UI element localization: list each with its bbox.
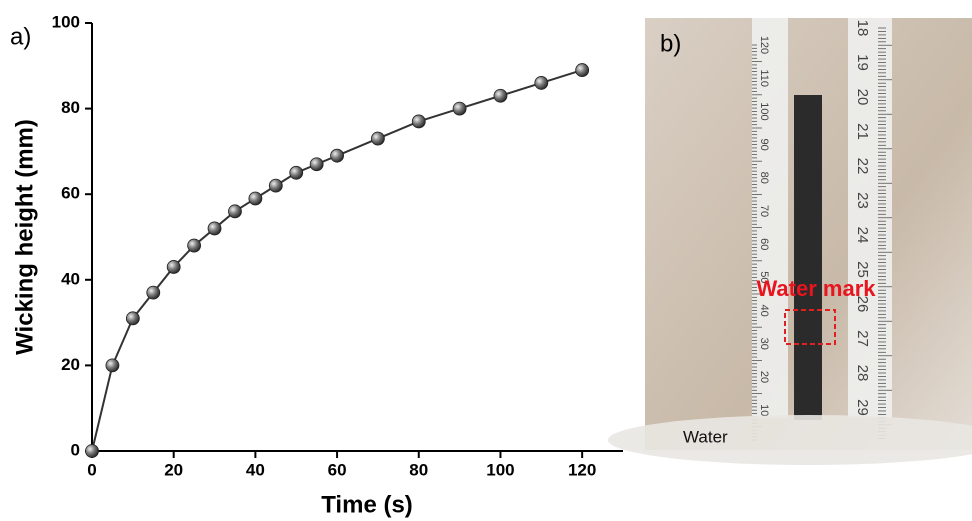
- photo: 18 19 20 21 22 23 24 25 26 27 28 29 120 110 100 90 80 70 6…: [608, 18, 972, 465]
- data-line: [91, 69, 583, 452]
- ruler-label: 27: [854, 330, 871, 347]
- ruler-label: 24: [854, 227, 871, 244]
- y-tick-label: 60: [61, 184, 80, 203]
- ruler-label: 70: [758, 205, 770, 217]
- x-tick-label: 100: [486, 460, 514, 479]
- x-tick-label: 0: [87, 460, 96, 479]
- ruler-label: 21: [854, 123, 871, 140]
- ruler-label: 60: [758, 238, 770, 250]
- plot-area: 0 20 40 60 80 100 0 20 40 60 80 100 120: [52, 12, 623, 479]
- y-axis-label: Wicking height (mm): [11, 119, 38, 355]
- ruler-label: 28: [854, 365, 871, 382]
- y-tick-label: 0: [71, 440, 80, 459]
- water-dish: [608, 415, 972, 465]
- x-tick-label: 20: [164, 460, 183, 479]
- data-point: [248, 191, 263, 206]
- ruler-label: 40: [758, 304, 770, 316]
- data-point: [493, 88, 508, 103]
- data-point: [105, 358, 120, 373]
- data-point: [575, 63, 590, 77]
- data-point: [452, 101, 467, 116]
- x-axis-label: Time (s): [321, 491, 413, 518]
- data-point: [187, 238, 202, 253]
- data-point: [228, 204, 242, 219]
- water-mark-box: [784, 309, 836, 345]
- data-point: [207, 221, 222, 236]
- y-tick-label: 20: [61, 355, 80, 374]
- ruler-label: 30: [758, 338, 770, 350]
- ruler-label: 25: [854, 261, 871, 278]
- data-point: [125, 311, 140, 326]
- ruler-label: 110: [758, 69, 770, 87]
- y-tick-label: 100: [52, 12, 80, 31]
- ruler-label: 10: [758, 404, 770, 416]
- data-point: [309, 157, 324, 172]
- data-point: [534, 76, 549, 90]
- annotation: Water mark: [756, 276, 876, 301]
- ruler-label: 19: [854, 54, 871, 71]
- ruler-label: 26: [854, 296, 871, 313]
- y-tick-label: 40: [61, 269, 80, 288]
- ruler-label: 18: [854, 20, 871, 37]
- ruler: [752, 18, 788, 418]
- ruler-label: 20: [854, 89, 871, 106]
- x-tick-label: 80: [409, 460, 428, 479]
- data-point: [289, 165, 304, 180]
- ruler-label: 22: [854, 158, 871, 175]
- panel-label: a): [10, 23, 31, 50]
- ruler-label: 100: [758, 102, 770, 120]
- data-point: [330, 148, 344, 163]
- ruler-label: 29: [854, 399, 871, 416]
- data-point: [146, 285, 161, 300]
- water-label: Water: [683, 427, 728, 446]
- ruler-label: 20: [758, 371, 770, 383]
- ruler-label: 120: [758, 36, 770, 54]
- x-tick-label: 40: [246, 460, 265, 479]
- data-point: [411, 114, 426, 129]
- data-point: [85, 444, 99, 458]
- data-point: [166, 260, 181, 274]
- panel-label: b): [660, 30, 681, 57]
- sample-strip: [794, 95, 822, 420]
- ruler-label: 50: [758, 271, 770, 283]
- x-tick-label: 120: [568, 460, 596, 479]
- y-tick-label: 80: [61, 98, 80, 117]
- ruler-label: 80: [758, 172, 770, 184]
- data-point: [268, 178, 283, 193]
- ruler-label: 23: [854, 192, 871, 209]
- ruler-label: 90: [758, 138, 770, 150]
- x-tick-label: 60: [328, 460, 347, 479]
- data-point: [371, 131, 385, 146]
